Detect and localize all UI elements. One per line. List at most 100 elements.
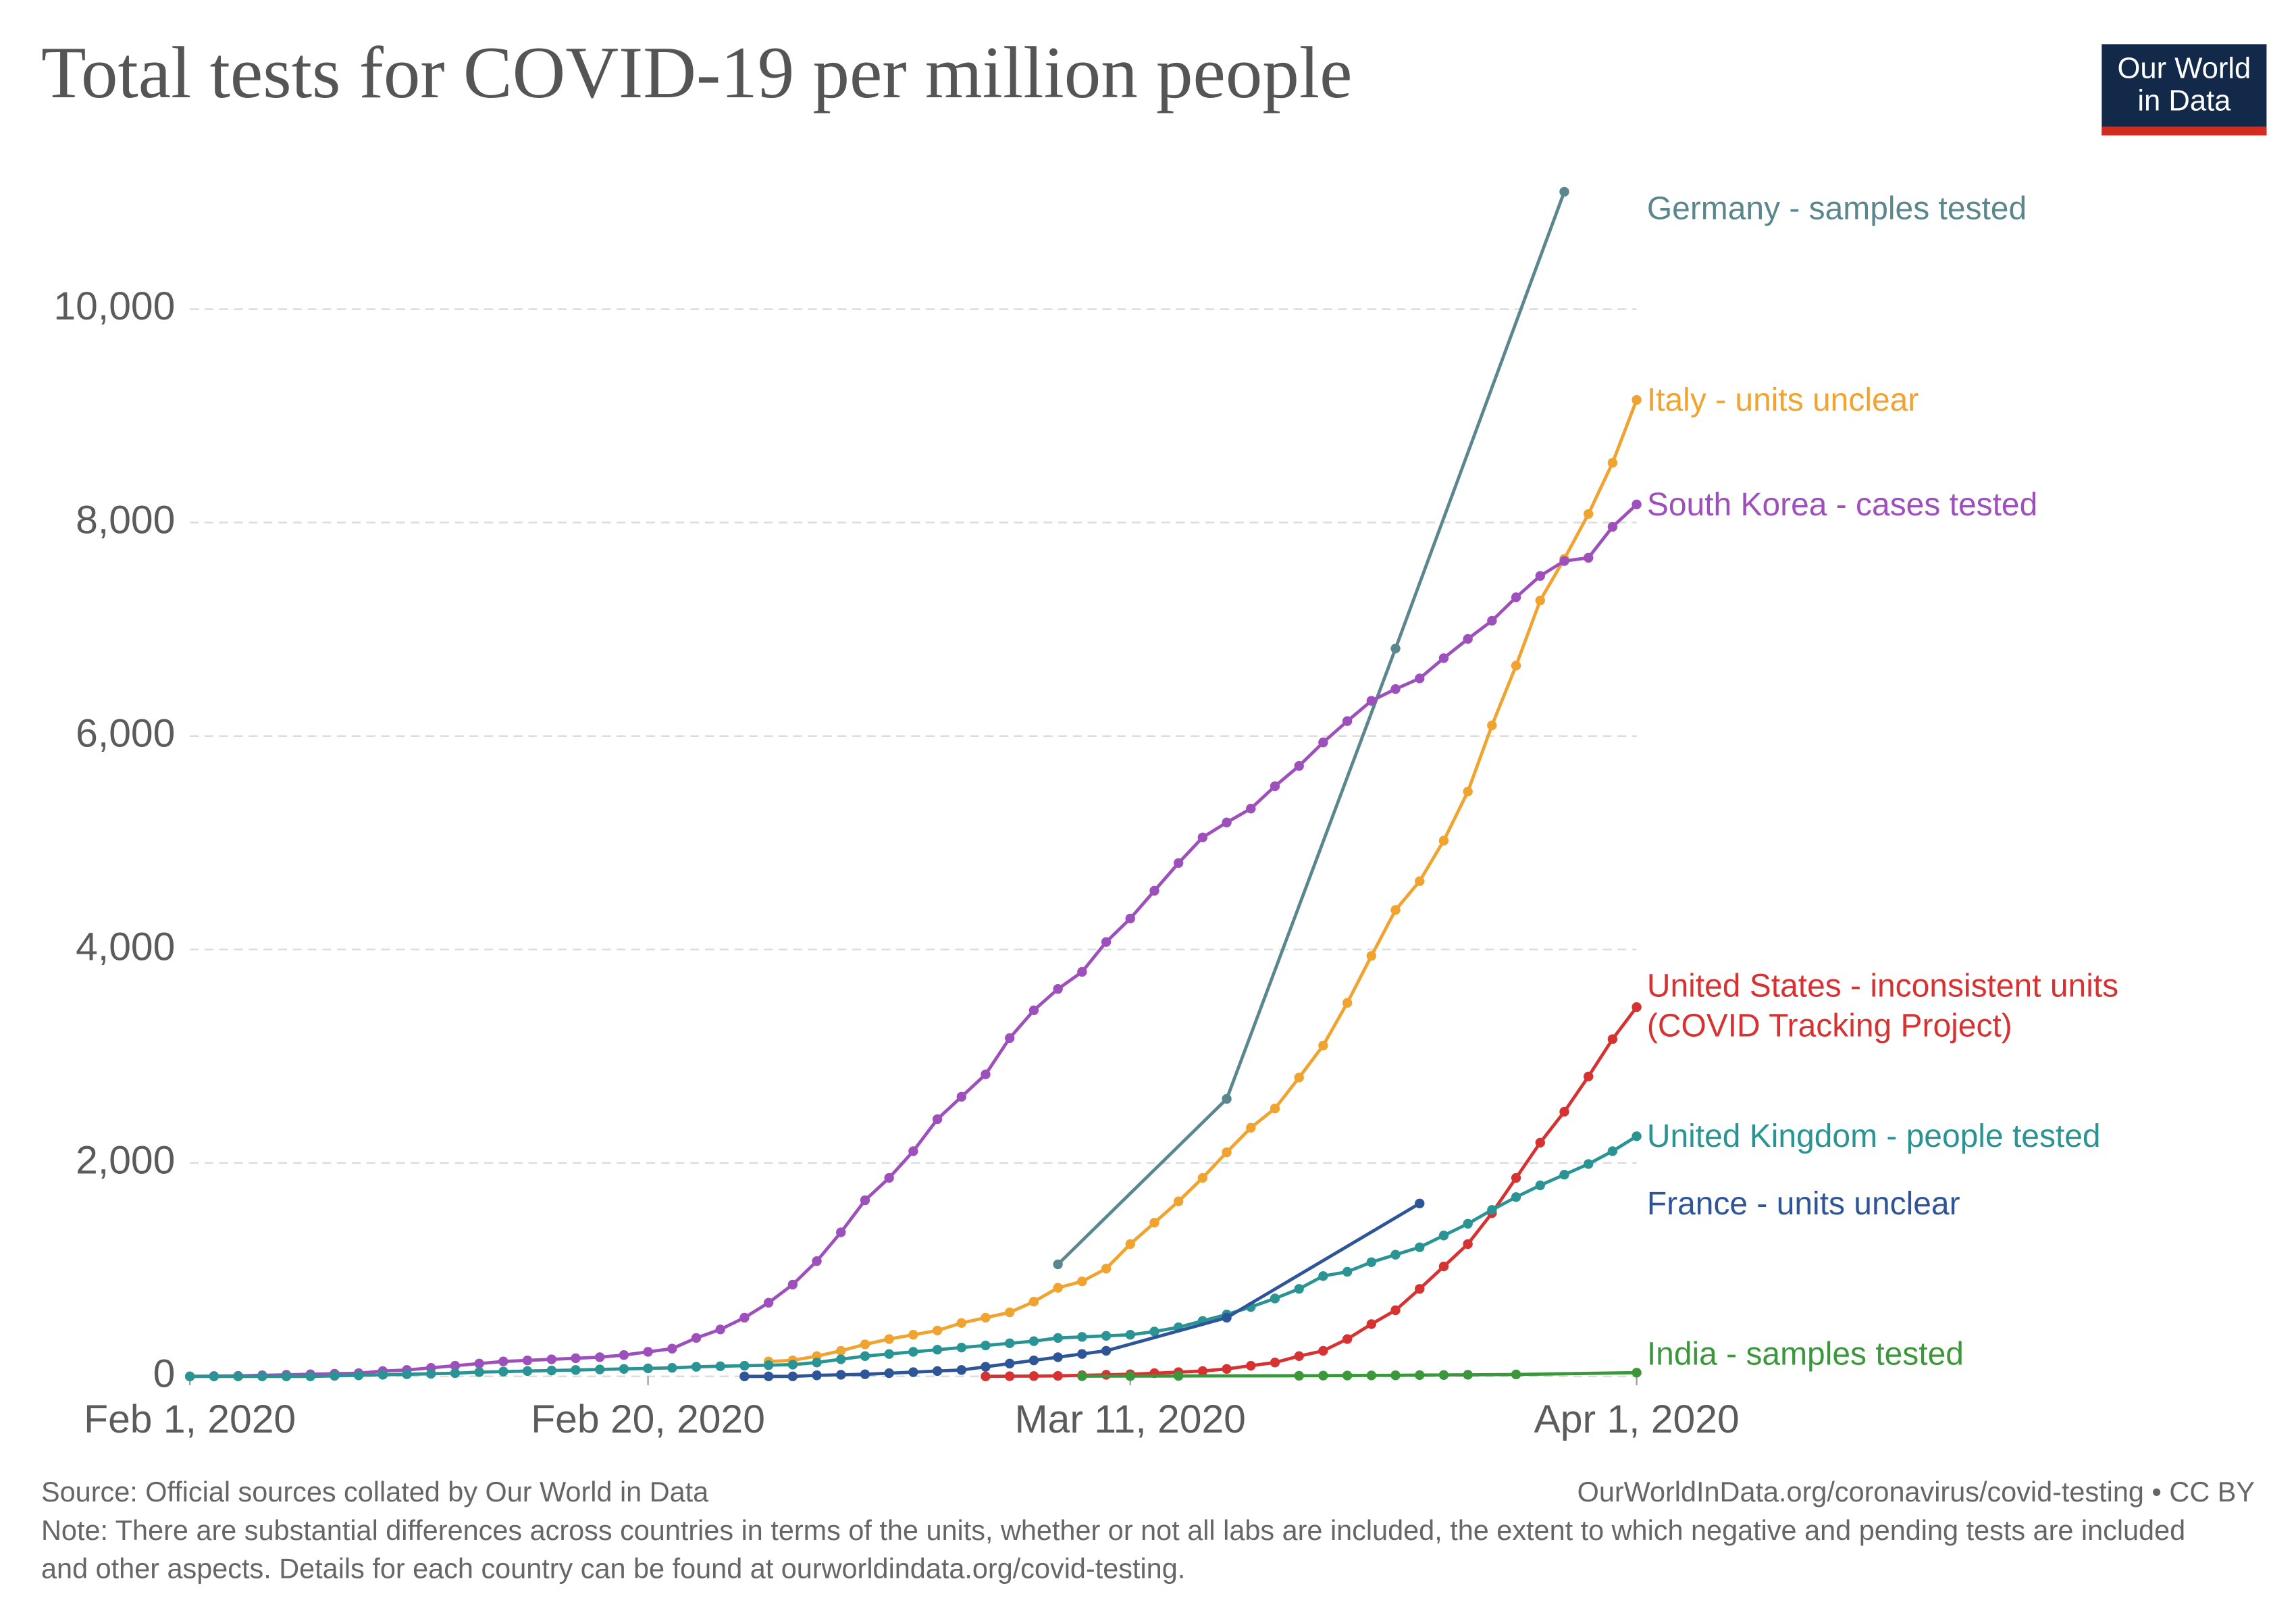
data-point (908, 1367, 918, 1377)
data-point (1270, 1293, 1280, 1304)
data-point (1028, 1297, 1039, 1307)
data-point (1632, 499, 1642, 510)
data-point (1583, 1159, 1594, 1169)
data-point (1077, 967, 1087, 977)
data-point (1463, 634, 1473, 644)
x-tick-label: Feb 20, 2020 (531, 1397, 765, 1441)
data-point (571, 1353, 581, 1364)
data-point (1366, 951, 1377, 961)
data-point (1342, 1266, 1353, 1277)
data-point (1173, 1371, 1184, 1381)
data-point (884, 1334, 894, 1344)
data-point (1390, 684, 1401, 694)
data-point (908, 1347, 918, 1357)
data-point (1390, 1370, 1401, 1381)
data-point (1270, 1104, 1280, 1114)
series-line (768, 399, 1638, 1364)
data-point (594, 1352, 605, 1362)
data-point (1149, 885, 1159, 896)
data-point (1632, 394, 1642, 405)
data-point (1511, 592, 1521, 602)
data-point (981, 1371, 991, 1382)
data-point (1125, 1239, 1135, 1250)
data-point (1246, 1123, 1256, 1133)
data-point (1342, 716, 1353, 726)
note: Note: There are substantial differences … (41, 1516, 2186, 1586)
y-tick-label: 10,000 (53, 284, 175, 328)
data-point (956, 1342, 966, 1353)
series-label: United States - inconsistent units (COVI… (1646, 967, 2119, 1044)
data-point (739, 1371, 750, 1382)
data-point (1294, 1073, 1304, 1083)
y-tick-label: 6,000 (76, 711, 175, 755)
data-point (908, 1146, 918, 1156)
data-point (715, 1324, 725, 1335)
data-point (474, 1367, 484, 1377)
data-point (1077, 1332, 1087, 1342)
data-point (450, 1368, 461, 1379)
data-point (1583, 509, 1594, 519)
data-point (1149, 1218, 1159, 1228)
data-point (1366, 1257, 1377, 1267)
data-point (643, 1363, 653, 1374)
data-point (956, 1318, 966, 1329)
data-point (474, 1358, 484, 1369)
data-point (1366, 1370, 1377, 1381)
data-point (763, 1360, 774, 1370)
data-point (1222, 1093, 1232, 1104)
data-point (619, 1364, 629, 1374)
data-point (1222, 1147, 1232, 1158)
data-point (1632, 1002, 1642, 1012)
data-point (932, 1345, 943, 1355)
data-point (1318, 1345, 1328, 1356)
data-point (1342, 1370, 1353, 1381)
data-point (1535, 1180, 1545, 1191)
data-point (1511, 1369, 1521, 1380)
data-point (1583, 1071, 1594, 1082)
data-point (1511, 1173, 1521, 1183)
data-point (1438, 835, 1449, 846)
data-point (1607, 458, 1618, 468)
y-tick-label: 4,000 (76, 925, 175, 969)
data-point (1415, 1198, 1425, 1209)
series-label: India - samples tested (1646, 1335, 1964, 1373)
data-point (643, 1347, 653, 1357)
data-point (763, 1371, 774, 1382)
url: OurWorldInData.org/coronavirus/covid-tes… (1577, 1478, 2255, 1509)
data-point (787, 1279, 798, 1290)
data-point (1607, 521, 1618, 532)
data-point (1487, 1205, 1497, 1215)
data-point (594, 1364, 605, 1374)
data-point (1415, 876, 1425, 886)
series-label: United Kingdom - people tested (1646, 1116, 2101, 1154)
data-point (884, 1173, 894, 1183)
data-point (1053, 1370, 1063, 1381)
data-point (1270, 781, 1280, 792)
data-point (1005, 1358, 1015, 1369)
data-point (715, 1361, 725, 1372)
data-point (812, 1256, 822, 1266)
data-point (1583, 552, 1594, 563)
data-point (1101, 1331, 1112, 1341)
data-point (1028, 1371, 1039, 1381)
data-point (1028, 1355, 1039, 1366)
source: Source: Official sources collated by Our… (41, 1478, 709, 1509)
data-point (1028, 1005, 1039, 1016)
data-point (1415, 1284, 1425, 1294)
data-point (1197, 1173, 1208, 1183)
data-point (860, 1351, 870, 1362)
data-point (739, 1360, 750, 1371)
data-point (1559, 186, 1569, 197)
data-point (981, 1069, 991, 1079)
data-point (836, 1345, 846, 1356)
x-tick-label: Mar 11, 2020 (1015, 1397, 1246, 1441)
data-point (1101, 1345, 1112, 1356)
data-point (787, 1371, 798, 1382)
series-line (190, 1135, 1638, 1379)
data-point (956, 1091, 966, 1102)
data-point (981, 1312, 991, 1323)
data-point (836, 1370, 846, 1380)
data-point (1511, 661, 1521, 671)
